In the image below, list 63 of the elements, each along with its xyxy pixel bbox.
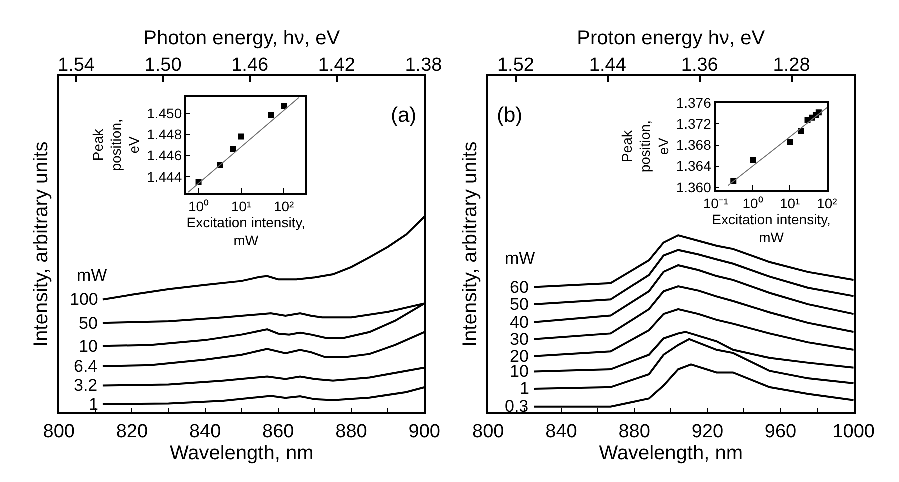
series-label: 1	[520, 379, 530, 398]
y-tick-label: 1.450	[147, 105, 182, 122]
y-tick-label: 1.448	[147, 126, 182, 142]
series-label: 3.2	[74, 376, 98, 395]
x-tick-label: 1000	[832, 421, 876, 442]
x-axis-title: Wavelength, nm	[599, 442, 744, 464]
x-tick-label: 880	[618, 421, 650, 442]
y-tick-label: 1.376	[676, 95, 712, 112]
series-label: 6.4	[74, 357, 98, 376]
x2-tick-label: 1.38	[405, 55, 442, 76]
x-tick-label: 10²	[817, 196, 838, 212]
y-tick-label: 1.444	[147, 168, 182, 185]
y-axis-title: Peak position, eV	[90, 119, 142, 172]
y-tick-label: 1.360	[676, 179, 712, 196]
x2-tick-label: 1.54	[58, 55, 96, 76]
y-axis-title: Peak position, eV	[619, 120, 672, 173]
y-tick-label: 1.368	[676, 137, 712, 154]
x-tick-label: 920	[692, 421, 724, 442]
x-tick-label: 880	[336, 421, 368, 442]
series-label: 1	[89, 395, 98, 414]
x-tick-label: 840	[189, 421, 222, 442]
y-axis-title: Intensity, arbitrary units	[30, 142, 52, 348]
x-tick-label: 10¹	[780, 196, 801, 212]
series-label: 50	[510, 295, 529, 314]
x-tick-label: 10⁰	[742, 196, 764, 212]
x-tick-label: 800	[43, 421, 75, 442]
series-label: 10	[79, 337, 98, 356]
annotation: mW	[77, 266, 108, 285]
x-tick-label: 860	[262, 421, 294, 442]
x-tick-label: 10⁰	[188, 198, 210, 214]
x-axis-title: Wavelength, nm	[170, 442, 314, 464]
y-tick-label: 1.372	[676, 116, 712, 132]
x-tick-label: 800	[472, 421, 504, 442]
x-tick-label: 840	[546, 421, 578, 442]
text: (b)	[497, 104, 523, 127]
x2-tick-label: 1.28	[773, 55, 810, 76]
x-tick-label: 10⁻¹	[703, 196, 729, 212]
series-label: 60	[510, 278, 529, 297]
x2-axis-title: Photon energy, hν, eV	[144, 28, 341, 50]
x2-axis-title: Proton energy hν, eV	[577, 28, 766, 50]
x2-tick-label: 1.44	[589, 55, 627, 76]
x2-tick-label: 1.52	[497, 55, 534, 76]
x-tick-label: 10¹	[231, 198, 252, 214]
annotation: mW	[505, 249, 536, 268]
x-tick-label: 960	[764, 421, 797, 442]
y-tick-label: 1.446	[147, 148, 182, 164]
series-label: 0.3	[505, 397, 529, 416]
x-tick-label: 820	[116, 421, 148, 442]
x2-tick-label: 1.36	[681, 55, 718, 76]
y-axis-title: Intensity, arbitrary units	[460, 142, 482, 348]
series-label: 50	[79, 314, 98, 333]
x-tick-label: 900	[408, 421, 440, 442]
x2-tick-label: 1.50	[144, 55, 182, 76]
x2-tick-label: 1.46	[232, 55, 269, 76]
x-axis-title: Excitation intensity, mW	[186, 214, 306, 249]
series-label: 40	[510, 313, 529, 332]
x-axis-title: Excitation intensity, mW	[712, 212, 831, 246]
x-tick-label: 10²	[274, 198, 295, 214]
series-label: 30	[510, 330, 529, 349]
series-label: 100	[70, 290, 98, 309]
y-tick-label: 1.364	[676, 158, 712, 174]
text: (a)	[391, 104, 417, 127]
x2-tick-label: 1.42	[318, 55, 356, 76]
